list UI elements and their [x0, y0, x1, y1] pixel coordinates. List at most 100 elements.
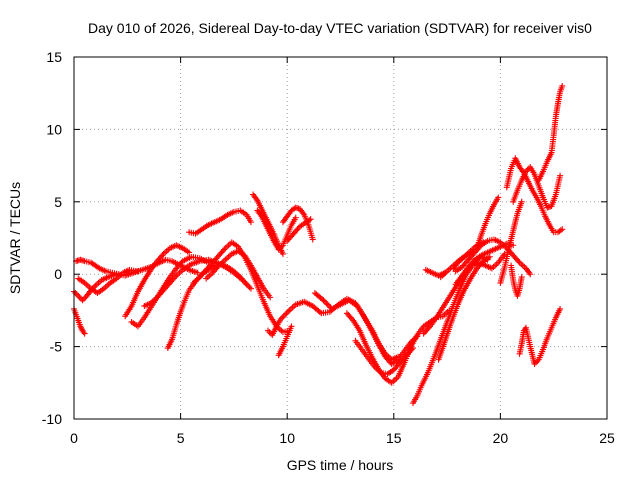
data-point — [441, 269, 448, 276]
data-point — [81, 330, 88, 337]
data-point — [300, 210, 307, 217]
data-point — [534, 358, 541, 365]
data-point — [177, 261, 184, 268]
data-point — [78, 324, 85, 331]
data-point — [173, 265, 180, 272]
data-point — [460, 262, 467, 269]
data-point — [469, 252, 476, 259]
data-point — [518, 198, 525, 205]
data-point — [212, 256, 219, 263]
data-track — [503, 155, 566, 236]
data-point — [321, 298, 328, 305]
data-point — [392, 365, 399, 372]
data-point — [73, 291, 80, 298]
data-point — [241, 278, 248, 285]
data-point — [95, 264, 102, 271]
data-point — [465, 263, 472, 270]
y-tick-label: 0 — [54, 266, 62, 282]
data-point — [307, 216, 314, 223]
data-track — [497, 198, 525, 286]
data-point — [154, 258, 161, 265]
data-point — [277, 245, 284, 252]
data-point — [526, 269, 533, 276]
data-point — [326, 303, 333, 310]
data-point — [170, 275, 177, 282]
data-point — [208, 261, 215, 268]
data-point — [277, 316, 284, 323]
data-point — [214, 263, 221, 270]
x-tick-label: 20 — [493, 430, 509, 446]
data-point — [77, 323, 84, 330]
data-point — [464, 258, 471, 265]
data-point — [404, 350, 411, 357]
data-point — [163, 284, 170, 291]
data-point — [291, 229, 298, 236]
data-point — [157, 290, 164, 297]
data-point — [247, 219, 254, 226]
data-track — [510, 164, 564, 211]
data-point — [423, 327, 430, 334]
data-point — [394, 362, 401, 369]
data-point — [253, 195, 260, 202]
data-point — [469, 259, 476, 266]
data-point — [522, 168, 529, 175]
data-point — [532, 359, 539, 366]
data-track — [75, 266, 141, 297]
data-track — [275, 323, 295, 359]
data-point — [210, 258, 217, 265]
data-point — [134, 268, 141, 275]
data-point — [210, 268, 217, 275]
data-point — [470, 250, 477, 257]
data-point — [466, 255, 473, 262]
data-track — [311, 290, 421, 367]
data-point — [215, 252, 222, 259]
data-point — [279, 314, 286, 321]
data-point — [286, 235, 293, 241]
data-point — [402, 353, 409, 360]
data-point — [345, 311, 352, 318]
data-point — [279, 250, 286, 257]
data-point — [557, 305, 564, 312]
data-point — [471, 249, 478, 256]
data-point — [155, 292, 162, 299]
data-track — [73, 256, 122, 278]
data-track — [422, 266, 448, 279]
data-point — [278, 243, 285, 250]
data-track — [203, 248, 274, 301]
data-point — [293, 227, 300, 234]
data-point — [175, 262, 182, 269]
data-point — [347, 314, 354, 321]
data-point — [154, 294, 161, 301]
data-point — [242, 279, 249, 286]
data-point — [309, 236, 316, 243]
data-point — [510, 252, 517, 259]
data-point — [213, 265, 220, 272]
data-point — [200, 269, 207, 276]
data-point — [80, 295, 87, 302]
data-point — [79, 297, 86, 304]
data-point — [247, 285, 254, 292]
data-point — [239, 276, 246, 283]
data-point — [390, 366, 397, 373]
data-track — [435, 253, 493, 363]
data-point — [161, 285, 168, 292]
data-point — [159, 252, 166, 259]
data-point — [257, 211, 264, 218]
data-point — [213, 255, 220, 262]
data-point — [218, 249, 225, 256]
data-point — [285, 236, 292, 243]
data-point — [243, 281, 250, 288]
data-point — [203, 266, 210, 273]
data-point — [169, 276, 176, 283]
data-point — [186, 249, 193, 256]
data-point — [527, 271, 534, 278]
y-tick-label: 5 — [54, 194, 62, 210]
data-point — [461, 261, 468, 268]
data-point — [237, 274, 244, 281]
y-axis-label: SDTVAR / TECUs — [7, 182, 23, 294]
data-point — [531, 360, 538, 367]
data-point — [174, 263, 181, 270]
data-point — [420, 330, 427, 337]
data-point — [221, 246, 228, 253]
data-point — [282, 311, 289, 318]
